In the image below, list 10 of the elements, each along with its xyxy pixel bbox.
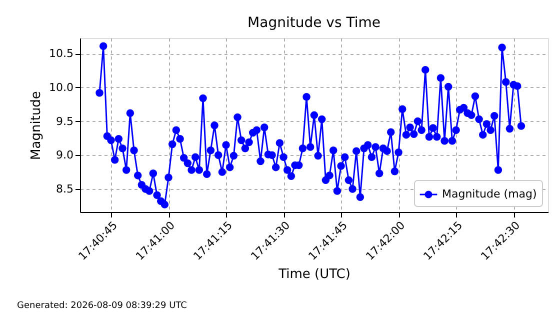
y-tick-label: 9.5 <box>56 114 74 128</box>
y-tick-label: 10.5 <box>49 47 74 60</box>
y-axis-title: Magnitude <box>29 91 44 160</box>
chart-title: Magnitude vs Time <box>248 15 380 31</box>
y-tick-label: 9.0 <box>56 148 74 162</box>
legend-label: Magnitude (mag) <box>442 188 537 200</box>
text: Generated: 2026-08-09 08:39:29 UTC <box>17 301 187 311</box>
y-tick-label: 8.5 <box>56 182 74 196</box>
x-axis-title: Time (UTC) <box>278 267 350 282</box>
y-tick-label: 10.0 <box>49 80 74 94</box>
